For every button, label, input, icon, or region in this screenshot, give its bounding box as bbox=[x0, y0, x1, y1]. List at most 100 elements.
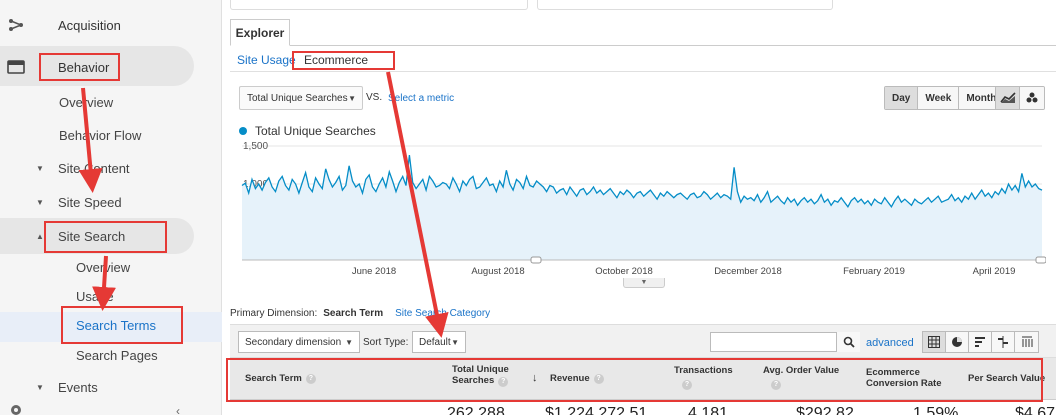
pie-view-icon[interactable] bbox=[946, 332, 969, 352]
help-icon[interactable]: ? bbox=[305, 374, 316, 384]
col-transactions[interactable]: Transactions ? bbox=[674, 358, 733, 400]
subtab-ecommerce[interactable]: Ecommerce bbox=[304, 53, 369, 67]
total-ecr: 1.59% bbox=[913, 405, 959, 415]
x-tick-label: April 2019 bbox=[973, 266, 1016, 277]
sidebar-item-behavior-flow[interactable]: Behavior Flow bbox=[59, 128, 141, 143]
primary-dimension-current[interactable]: Search Term bbox=[323, 308, 384, 319]
sidebar-label-site-speed: Site Speed bbox=[58, 195, 122, 210]
behavior-icon bbox=[6, 59, 26, 75]
col-total-unique-searches[interactable]: Total Unique Searches? bbox=[452, 358, 509, 400]
caret-down-icon: ▼ bbox=[36, 383, 44, 392]
sidebar-item-site-content[interactable]: ▼ Site Content bbox=[36, 161, 130, 176]
col-revenue[interactable]: Revenue? bbox=[550, 358, 604, 400]
comparison-view-icon[interactable] bbox=[992, 332, 1015, 352]
table-header: Search Term? Total Unique Searches? ↓ Re… bbox=[230, 358, 1056, 400]
primary-dimension-bar: Primary Dimension: Search Term Site Search… bbox=[230, 308, 490, 319]
collapse-chevron-icon[interactable]: ‹ bbox=[176, 404, 180, 415]
primary-dimension-alt[interactable]: Site Search Category bbox=[395, 308, 491, 319]
x-tick-label: February 2019 bbox=[843, 266, 905, 277]
metric-select[interactable]: Total Unique Searches ▼ bbox=[239, 86, 363, 110]
annotation-marker[interactable] bbox=[1035, 256, 1046, 264]
chart-type-toggle bbox=[995, 86, 1045, 110]
col-ecommerce-conversion-rate[interactable]: Ecommerce Conversion Rate bbox=[866, 358, 942, 400]
sidebar-item-events[interactable]: ▼ Events bbox=[36, 380, 98, 395]
col-total-unique-label-1: Total Unique bbox=[452, 364, 509, 375]
legend-dot bbox=[239, 127, 247, 135]
subtab-divider bbox=[230, 71, 1056, 72]
dropdown-arrow-icon: ▼ bbox=[451, 337, 459, 347]
sidebar-label-overview: Overview bbox=[59, 95, 114, 110]
sidebar-item-overview[interactable]: Overview bbox=[59, 95, 113, 110]
sort-type-value: Default bbox=[419, 336, 451, 348]
sidebar-item-ss-usage[interactable]: Usage bbox=[76, 289, 114, 304]
period-week-button[interactable]: Week bbox=[918, 87, 960, 109]
sidebar-label-ss-overview: Overview bbox=[76, 260, 131, 275]
series-area bbox=[242, 155, 1042, 260]
sort-type-select[interactable]: Default ▼ bbox=[412, 331, 466, 353]
sidebar-label-search-pages: Search Pages bbox=[76, 348, 158, 363]
subtab-site-usage[interactable]: Site Usage bbox=[237, 53, 296, 67]
sort-descending-icon[interactable]: ↓ bbox=[532, 372, 538, 384]
total-per-search: $4.67 bbox=[1015, 405, 1056, 415]
col-per-search-label: Per Search Value bbox=[968, 373, 1046, 385]
series-line bbox=[241, 155, 1043, 209]
x-tick-label: October 2018 bbox=[595, 266, 653, 277]
settings-gear-icon[interactable] bbox=[8, 402, 24, 415]
x-tick-label: August 2018 bbox=[471, 266, 524, 277]
search-icon[interactable] bbox=[836, 332, 860, 352]
motion-chart-icon[interactable] bbox=[1020, 87, 1044, 109]
select-metric-link[interactable]: Select a metric bbox=[388, 93, 455, 104]
help-icon[interactable]: ? bbox=[498, 377, 509, 388]
main-content: Explorer Site Usage Ecommerce Total Uniq… bbox=[222, 0, 1056, 415]
y-tick-label: 1,000 bbox=[243, 179, 268, 190]
sidebar-item-search-terms[interactable]: Search Terms bbox=[76, 318, 156, 333]
period-month-button[interactable]: Month bbox=[959, 87, 1004, 109]
sidebar-item-acquisition[interactable]: Acquisition bbox=[6, 10, 121, 40]
period-day-button[interactable]: Day bbox=[885, 87, 919, 109]
col-revenue-label: Revenue bbox=[550, 373, 590, 385]
table-view-toggle bbox=[922, 331, 1039, 353]
help-icon[interactable]: ? bbox=[771, 380, 781, 391]
date-range-field[interactable] bbox=[230, 0, 528, 10]
total-searches: 262,288 bbox=[447, 405, 505, 415]
sidebar-label-acquisition: Acquisition bbox=[58, 17, 121, 33]
sidebar-item-search-pages[interactable]: Search Pages bbox=[76, 348, 158, 363]
col-ecr-label-1: Ecommerce bbox=[866, 367, 920, 378]
sidebar-label-behavior: Behavior bbox=[58, 59, 110, 75]
chart-resize-handle[interactable]: ▼ bbox=[623, 278, 665, 288]
help-icon[interactable]: ? bbox=[682, 380, 692, 391]
sidebar-item-site-search[interactable]: ▲ Site Search bbox=[36, 229, 125, 244]
sidebar-item-site-speed[interactable]: ▼ Site Speed bbox=[36, 195, 122, 210]
line-chart-icon[interactable] bbox=[996, 87, 1020, 109]
period-toggle: Day Week Month bbox=[884, 86, 1005, 110]
pivot-view-icon[interactable] bbox=[1015, 332, 1038, 352]
total-aov: $292.82 bbox=[796, 405, 854, 415]
help-icon[interactable]: ? bbox=[593, 374, 604, 384]
tab-explorer[interactable]: Explorer bbox=[230, 19, 290, 46]
sidebar-label-ss-usage: Usage bbox=[76, 289, 114, 304]
col-avg-order-value[interactable]: Avg. Order Value ? bbox=[763, 358, 839, 400]
dropdown-arrow-icon: ▼ bbox=[348, 93, 356, 103]
advanced-filter-link[interactable]: advanced bbox=[866, 337, 914, 349]
sidebar-label-site-content: Site Content bbox=[58, 161, 130, 176]
sidebar-item-behavior[interactable]: Behavior bbox=[6, 52, 109, 82]
col-total-unique-label-2: Searches bbox=[452, 375, 495, 387]
performance-view-icon[interactable] bbox=[969, 332, 992, 352]
col-per-search-value[interactable]: Per Search Value bbox=[968, 358, 1045, 400]
col-search-term[interactable]: Search Term? bbox=[245, 358, 316, 400]
grid-view-icon[interactable] bbox=[923, 332, 946, 352]
caret-down-icon: ▼ bbox=[36, 164, 44, 173]
annotation-marker[interactable] bbox=[530, 256, 542, 264]
caret-up-icon: ▲ bbox=[36, 232, 44, 241]
metric-select-value: Total Unique Searches bbox=[247, 92, 348, 104]
sort-type-label: Sort Type: bbox=[363, 337, 409, 348]
secondary-dimension-select[interactable]: Secondary dimension ▼ bbox=[238, 331, 360, 353]
y-tick-label: 1,500 bbox=[243, 141, 268, 152]
primary-dimension-label: Primary Dimension: bbox=[230, 308, 318, 319]
caret-down-icon: ▼ bbox=[36, 198, 44, 207]
sidebar-item-ss-overview[interactable]: Overview bbox=[76, 260, 130, 275]
vs-label: VS. bbox=[366, 92, 383, 103]
segment-field[interactable] bbox=[537, 0, 833, 10]
